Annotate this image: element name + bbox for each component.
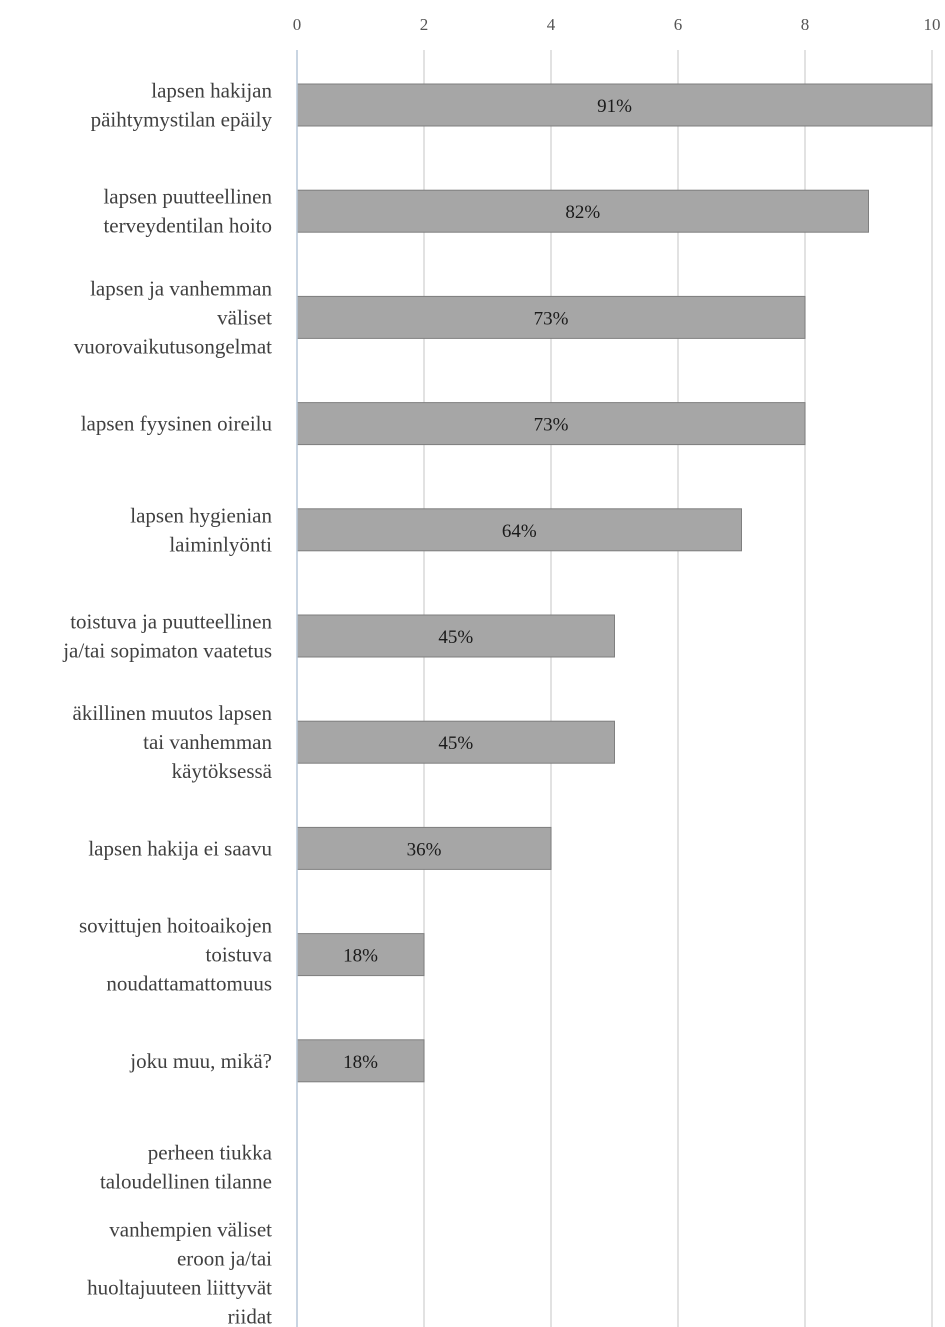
category-label-line: lapsen hygienian <box>130 503 272 527</box>
category-label-7: lapsen hakija ei saavu <box>88 836 272 860</box>
bar-7 <box>296 826 552 870</box>
bar-2 <box>296 295 806 339</box>
bar-9 <box>296 1039 425 1083</box>
category-label-line: taloudellinen tilanne <box>100 1170 272 1194</box>
category-label-line: äkillinen muutos lapsen <box>73 701 273 725</box>
bar-4 <box>296 508 742 552</box>
bar-0 <box>296 83 933 127</box>
data-label-2: 73% <box>534 308 569 329</box>
category-label-1: lapsen puutteellinen terveydentilan hoito <box>103 185 272 238</box>
x-axis-ticks: 0 2 4 6 8 10 <box>293 15 941 34</box>
bar-6 <box>296 720 615 764</box>
data-label-3: 73% <box>534 415 569 436</box>
category-label-8: sovittujen hoitoaikojen toistuva noudattam… <box>79 914 273 996</box>
category-label-line: lapsen puutteellinen <box>103 185 272 209</box>
x-tick-label-10: 10 <box>924 15 941 34</box>
category-label-line: riidat <box>228 1305 272 1327</box>
x-tick-label-0: 0 <box>293 15 302 34</box>
data-label-4: 64% <box>502 521 537 542</box>
category-label-line: toistuva <box>206 943 273 967</box>
category-label-line: noudattamattomuus <box>106 972 272 996</box>
gridlines <box>423 50 933 1327</box>
category-label-line: lapsen ja vanhemman <box>90 276 272 300</box>
data-label-5: 45% <box>438 627 473 648</box>
x-tick-label-2: 2 <box>420 15 429 34</box>
category-label-2: lapsen ja vanhemman väliset vuorovaikutuso… <box>74 276 273 358</box>
category-label-line: lapsen hakija ei saavu <box>88 836 272 860</box>
category-label-line: päihtymystilan epäily <box>91 108 273 132</box>
x-tick-label-4: 4 <box>547 15 556 34</box>
data-labels: 91% 82% 73% 73% 64% 45% 45% 36% 18% 18% <box>343 96 632 1073</box>
category-label-line: laiminlyönti <box>169 532 272 556</box>
category-label-line: joku muu, mikä? <box>129 1049 272 1073</box>
category-label-line: huoltajuuteen liittyvät <box>87 1276 272 1300</box>
category-label-10: perheen tiukka taloudellinen tilanne <box>100 1141 273 1194</box>
x-tick-label-6: 6 <box>674 15 683 34</box>
category-label-line: lapsen hakijan <box>151 79 272 103</box>
category-label-line: perheen tiukka <box>148 1141 273 1165</box>
category-label-line: vuorovaikutusongelmat <box>74 334 272 358</box>
data-label-7: 36% <box>407 839 442 860</box>
category-label-line: terveydentilan hoito <box>103 214 272 238</box>
bar-5 <box>296 614 615 658</box>
category-label-6: äkillinen muutos lapsen tai vanhemman käyt… <box>73 701 273 783</box>
category-label-line: väliset <box>217 305 272 329</box>
category-label-11: vanhempien väliset eroon ja/tai huoltajuut… <box>87 1218 272 1327</box>
x-tick-label-8: 8 <box>801 15 810 34</box>
category-label-4: lapsen hygienian laiminlyönti <box>130 503 272 556</box>
category-label-line: ja/tai sopimaton vaatetus <box>62 639 272 663</box>
category-label-3: lapsen fyysinen oireilu <box>81 412 273 436</box>
bar-8 <box>296 933 425 977</box>
data-label-8: 18% <box>343 946 378 967</box>
category-label-line: lapsen fyysinen oireilu <box>81 412 273 436</box>
bars <box>296 83 933 1083</box>
category-label-9: joku muu, mikä? <box>129 1049 272 1073</box>
data-label-9: 18% <box>343 1052 378 1073</box>
category-label-line: tai vanhemman <box>143 730 272 754</box>
data-label-1: 82% <box>565 202 600 223</box>
category-label-line: toistuva ja puutteellinen <box>70 610 272 634</box>
category-label-line: käytöksessä <box>172 759 273 783</box>
category-label-0: lapsen hakijan päihtymystilan epäily <box>91 79 273 132</box>
category-label-5: toistuva ja puutteellinen ja/tai sopimato… <box>62 610 272 663</box>
bar-3 <box>296 402 806 446</box>
category-label-line: eroon ja/tai <box>177 1247 272 1271</box>
category-labels: lapsen hakijan päihtymystilan epäilylapse… <box>62 79 272 1327</box>
data-label-0: 91% <box>597 96 632 117</box>
category-label-line: vanhempien väliset <box>109 1218 272 1242</box>
data-label-6: 45% <box>438 733 473 754</box>
category-label-line: sovittujen hoitoaikojen <box>79 914 273 938</box>
